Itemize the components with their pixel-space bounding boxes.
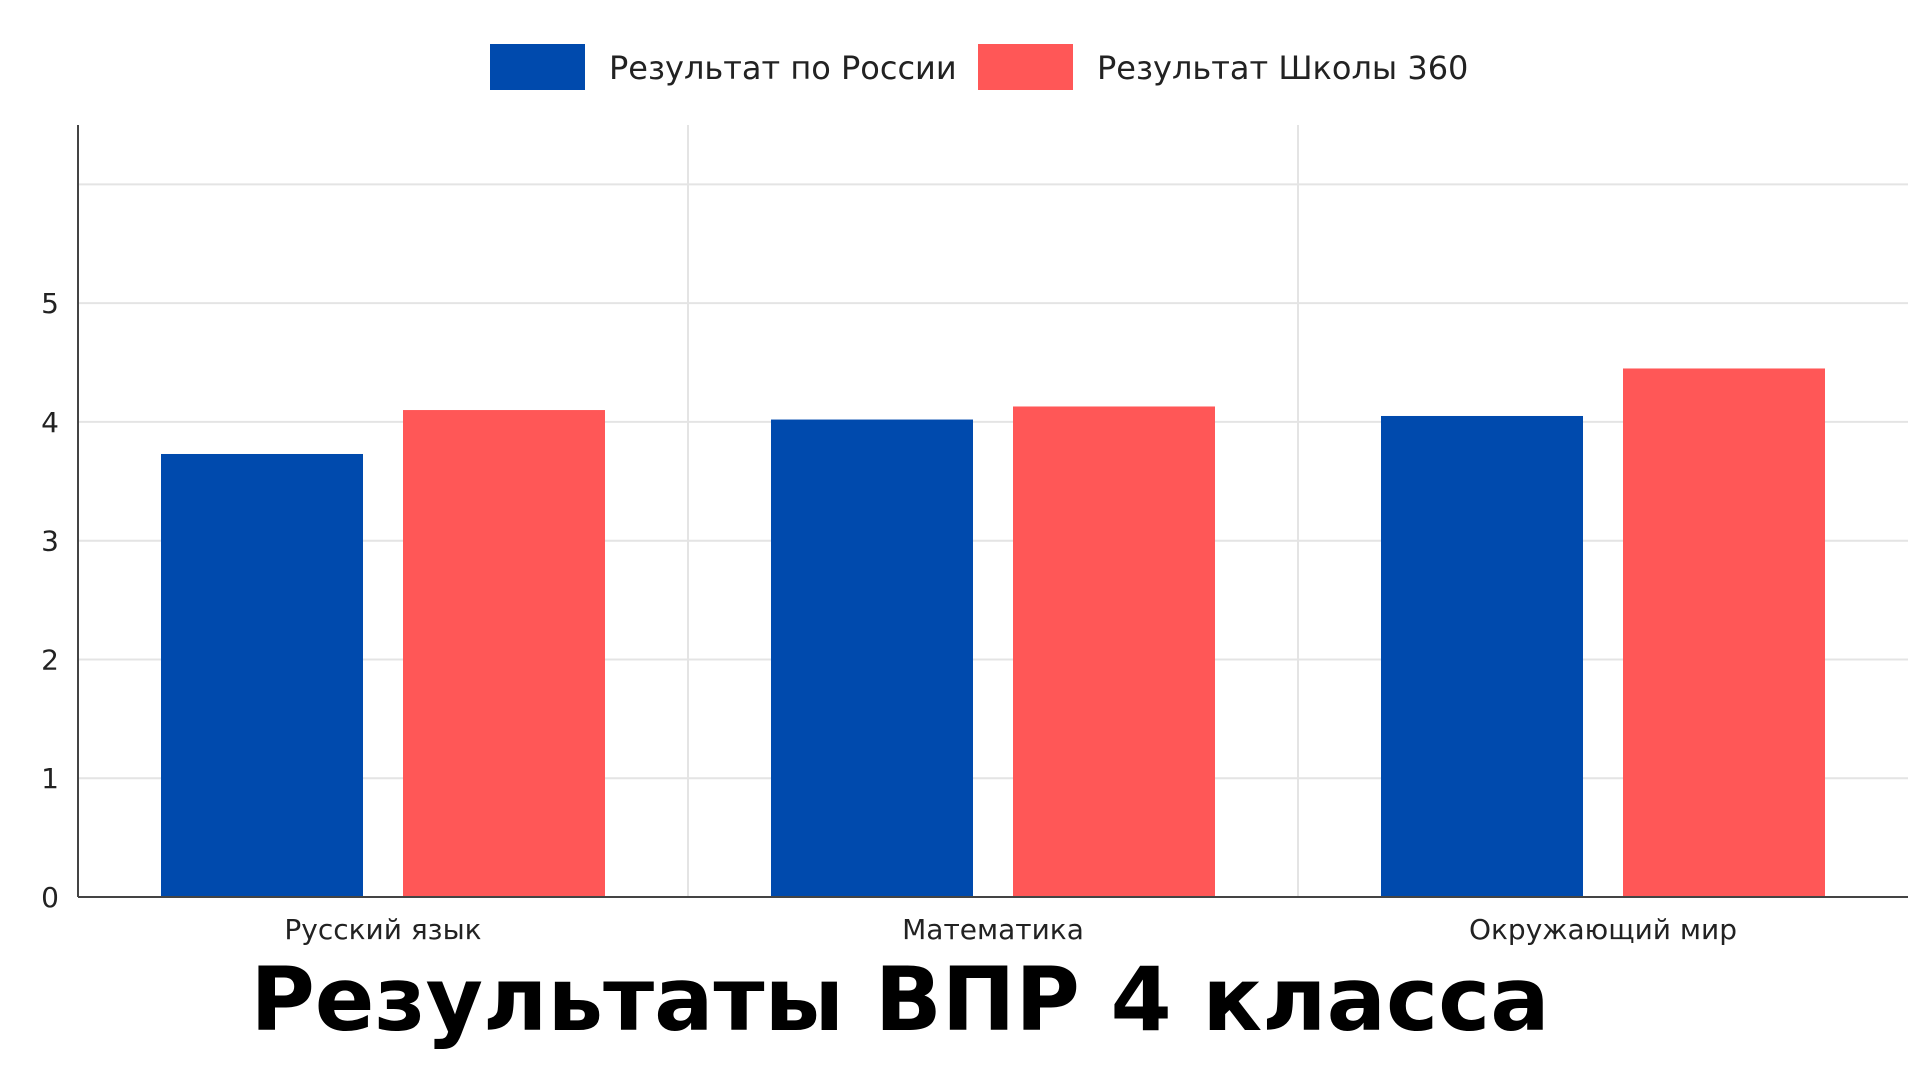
- x-tick-label: Окружающий мир: [1469, 913, 1737, 946]
- y-tick-label: 5: [41, 287, 59, 320]
- legend-label-russia: Результат по России: [609, 49, 957, 87]
- bars-layer: [161, 368, 1825, 897]
- bar-russia-1: [771, 419, 973, 897]
- y-tick-label: 4: [41, 406, 59, 439]
- grid-layer: [78, 125, 1908, 897]
- bar-russia-2: [1381, 415, 1583, 897]
- legend: Результат по России Результат Школы 360: [490, 44, 1468, 90]
- y-tick-label: 1: [41, 762, 59, 795]
- chart-title: Результаты ВПР 4 класса: [250, 948, 1549, 1051]
- y-tick-label: 0: [41, 881, 59, 914]
- bar-russia-0: [161, 453, 363, 897]
- x-tick-label: Русский язык: [284, 913, 481, 946]
- y-tick-label: 2: [41, 643, 59, 676]
- bar-school-2: [1623, 368, 1825, 897]
- bar-school-0: [403, 410, 605, 897]
- y-tick-label: 3: [41, 525, 59, 558]
- x-tick-label: Математика: [902, 913, 1084, 946]
- legend-swatch-russia: [490, 44, 585, 90]
- legend-swatch-school: [978, 44, 1073, 90]
- bar-school-1: [1013, 406, 1215, 897]
- legend-label-school: Результат Школы 360: [1097, 49, 1468, 87]
- axes-layer: Русский язык Математика Окружающий мир 0 1 2 3…: [41, 125, 1908, 946]
